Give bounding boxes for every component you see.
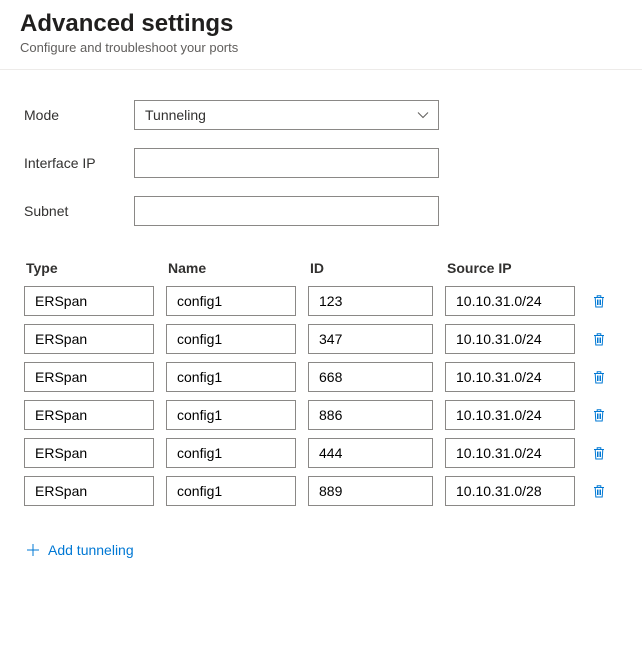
table-row [24,476,618,506]
delete-row-button[interactable] [589,329,609,349]
trash-icon [591,483,607,499]
plus-icon [26,543,40,557]
column-header-id: ID [308,260,433,276]
table-header-row: Type Name ID Source IP [24,260,618,286]
name-input[interactable] [166,286,296,316]
name-input[interactable] [166,438,296,468]
type-input[interactable] [24,286,154,316]
type-input[interactable] [24,400,154,430]
page-header: Advanced settings Configure and troubles… [0,0,642,70]
mode-row: Mode Tunneling [24,100,618,130]
column-header-type: Type [24,260,154,276]
interface-ip-label: Interface IP [24,155,134,171]
table-row [24,400,618,430]
id-input[interactable] [308,362,433,392]
tunneling-table: Type Name ID Source IP [24,260,618,506]
table-row [24,362,618,392]
type-input[interactable] [24,476,154,506]
interface-ip-row: Interface IP [24,148,618,178]
trash-icon [591,369,607,385]
name-input[interactable] [166,400,296,430]
id-input[interactable] [308,324,433,354]
trash-icon [591,407,607,423]
trash-icon [591,331,607,347]
column-header-name: Name [166,260,296,276]
mode-select[interactable]: Tunneling [134,100,439,130]
table-row [24,286,618,316]
table-row [24,438,618,468]
id-input[interactable] [308,286,433,316]
table-body [24,286,618,506]
subnet-label: Subnet [24,203,134,219]
table-row [24,324,618,354]
trash-icon [591,445,607,461]
column-header-source: Source IP [445,260,575,276]
source-ip-input[interactable] [445,362,575,392]
subnet-input[interactable] [134,196,439,226]
source-ip-input[interactable] [445,324,575,354]
source-ip-input[interactable] [445,286,575,316]
name-input[interactable] [166,362,296,392]
id-input[interactable] [308,476,433,506]
page-subtitle: Configure and troubleshoot your ports [20,40,622,55]
column-header-actions [587,260,611,276]
page-title: Advanced settings [20,10,622,38]
mode-select-value: Tunneling [134,100,439,130]
type-input[interactable] [24,438,154,468]
name-input[interactable] [166,476,296,506]
interface-ip-input[interactable] [134,148,439,178]
content-area: Mode Tunneling Interface IP Subnet Type … [0,70,642,582]
type-input[interactable] [24,362,154,392]
trash-icon [591,293,607,309]
delete-row-button[interactable] [589,367,609,387]
delete-row-button[interactable] [589,481,609,501]
mode-label: Mode [24,107,134,123]
delete-row-button[interactable] [589,443,609,463]
add-tunneling-button[interactable]: Add tunneling [24,538,136,562]
id-input[interactable] [308,400,433,430]
source-ip-input[interactable] [445,476,575,506]
delete-row-button[interactable] [589,291,609,311]
id-input[interactable] [308,438,433,468]
subnet-row: Subnet [24,196,618,226]
type-input[interactable] [24,324,154,354]
source-ip-input[interactable] [445,438,575,468]
delete-row-button[interactable] [589,405,609,425]
add-tunneling-label: Add tunneling [48,542,134,558]
name-input[interactable] [166,324,296,354]
source-ip-input[interactable] [445,400,575,430]
